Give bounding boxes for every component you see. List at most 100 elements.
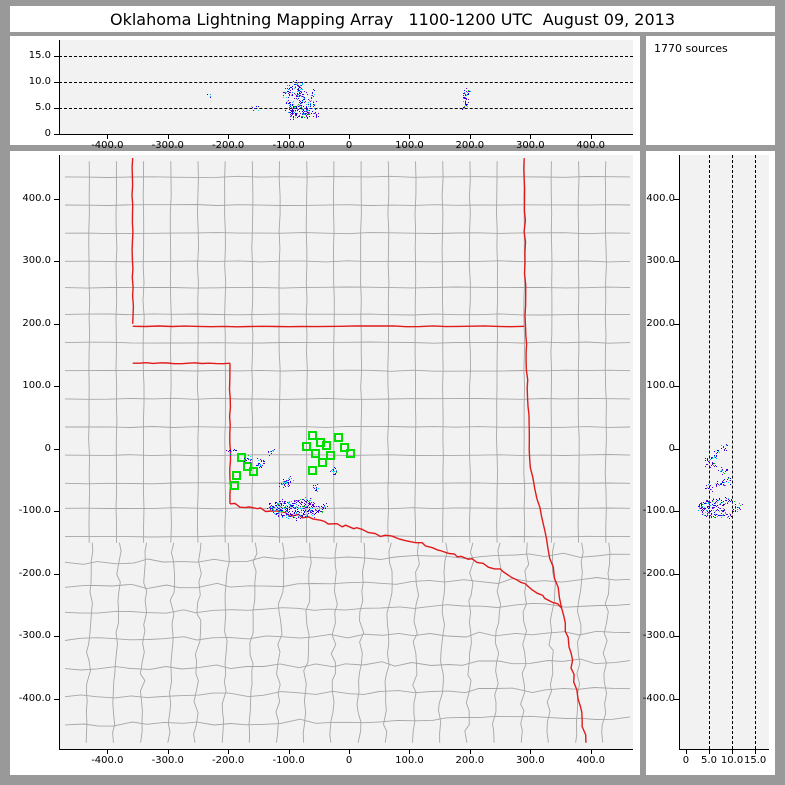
source-point bbox=[260, 465, 261, 466]
source-point bbox=[268, 452, 269, 453]
source-point bbox=[317, 484, 318, 485]
source-point bbox=[336, 470, 337, 471]
source-point bbox=[297, 85, 298, 86]
source-point bbox=[246, 460, 247, 461]
source-point bbox=[270, 451, 271, 452]
x-tick bbox=[470, 749, 471, 754]
source-point bbox=[701, 505, 702, 506]
source-point bbox=[300, 91, 301, 92]
source-point bbox=[297, 110, 298, 111]
source-point bbox=[305, 514, 306, 515]
x-tick bbox=[686, 749, 687, 754]
source-point bbox=[464, 98, 465, 99]
source-point bbox=[726, 514, 727, 515]
source-point bbox=[297, 509, 298, 510]
source-point bbox=[701, 508, 702, 509]
source-point bbox=[291, 113, 292, 114]
source-point bbox=[306, 106, 307, 107]
source-point bbox=[316, 114, 317, 115]
source-point bbox=[718, 510, 719, 511]
source-point bbox=[708, 488, 709, 489]
source-point bbox=[739, 507, 740, 508]
source-point bbox=[276, 509, 277, 510]
y-tick-label: 0 bbox=[10, 128, 51, 139]
source-point bbox=[711, 489, 712, 490]
source-point bbox=[312, 95, 313, 96]
source-point bbox=[715, 483, 716, 484]
plan-view-plot-area[interactable] bbox=[59, 155, 633, 749]
source-point bbox=[293, 503, 294, 504]
source-point bbox=[716, 455, 717, 456]
altitude-vs-north-plot-area[interactable] bbox=[679, 155, 769, 749]
source-point bbox=[285, 511, 286, 512]
source-point bbox=[293, 117, 294, 118]
source-point bbox=[314, 90, 315, 91]
source-point bbox=[317, 511, 318, 512]
source-point bbox=[707, 506, 708, 507]
source-point bbox=[299, 517, 300, 518]
source-point bbox=[310, 103, 311, 104]
source-point bbox=[288, 514, 289, 515]
source-point bbox=[729, 518, 730, 519]
x-tick bbox=[349, 749, 350, 754]
source-point bbox=[699, 508, 700, 509]
source-point bbox=[310, 105, 311, 106]
plan-view-map-panel: -400.0 -300.0 -200.0 -100.0 0 100.0 200.0 300.0… bbox=[10, 151, 640, 775]
source-point bbox=[290, 105, 291, 106]
source-point bbox=[233, 450, 234, 451]
x-tick-label: 300.0 bbox=[500, 140, 560, 151]
source-point bbox=[735, 511, 736, 512]
right-panel-y-axis bbox=[679, 155, 680, 749]
source-point bbox=[307, 114, 308, 115]
source-point bbox=[712, 491, 713, 492]
source-point bbox=[314, 517, 315, 518]
x-tick bbox=[168, 749, 169, 754]
source-point bbox=[715, 517, 716, 518]
source-point bbox=[280, 501, 281, 502]
source-point bbox=[311, 100, 312, 101]
source-point bbox=[295, 84, 296, 85]
source-point bbox=[288, 484, 289, 485]
source-point bbox=[297, 95, 298, 96]
source-count-label: 1770 sources bbox=[654, 42, 728, 55]
source-point bbox=[314, 506, 315, 507]
source-point bbox=[283, 95, 284, 96]
source-point bbox=[313, 96, 314, 97]
source-point bbox=[465, 103, 466, 104]
source-point bbox=[702, 512, 703, 513]
source-point bbox=[292, 514, 293, 515]
source-point bbox=[295, 110, 296, 111]
source-point bbox=[284, 92, 285, 93]
source-point bbox=[706, 488, 707, 489]
source-point bbox=[272, 507, 273, 508]
source-point bbox=[307, 507, 308, 508]
y-tick-label: 200.0 bbox=[624, 318, 675, 329]
source-point bbox=[709, 515, 710, 516]
source-point bbox=[231, 451, 232, 452]
source-point bbox=[284, 515, 285, 516]
source-point bbox=[728, 478, 729, 479]
source-point bbox=[716, 486, 717, 487]
x-tick-label: -200.0 bbox=[198, 755, 258, 766]
source-point bbox=[287, 508, 288, 509]
source-point bbox=[290, 90, 291, 91]
y-tick-label: -200.0 bbox=[624, 568, 675, 579]
y-tick-label: 10.0 bbox=[10, 76, 51, 87]
source-point bbox=[299, 116, 300, 117]
source-point bbox=[292, 89, 293, 90]
x-tick-label: 200.0 bbox=[440, 755, 500, 766]
source-point bbox=[721, 483, 722, 484]
source-point bbox=[300, 506, 301, 507]
page-title: Oklahoma Lightning Mapping Array 1100-12… bbox=[110, 10, 675, 29]
source-point bbox=[282, 517, 283, 518]
altitude-vs-east-plot-area[interactable] bbox=[59, 40, 633, 134]
source-point bbox=[727, 502, 728, 503]
source-point bbox=[711, 465, 712, 466]
source-point bbox=[285, 503, 286, 504]
source-point bbox=[278, 508, 279, 509]
source-point bbox=[298, 106, 299, 107]
lma-station-marker bbox=[230, 481, 239, 490]
source-point bbox=[276, 514, 277, 515]
source-point bbox=[294, 88, 295, 89]
source-point bbox=[285, 92, 286, 93]
